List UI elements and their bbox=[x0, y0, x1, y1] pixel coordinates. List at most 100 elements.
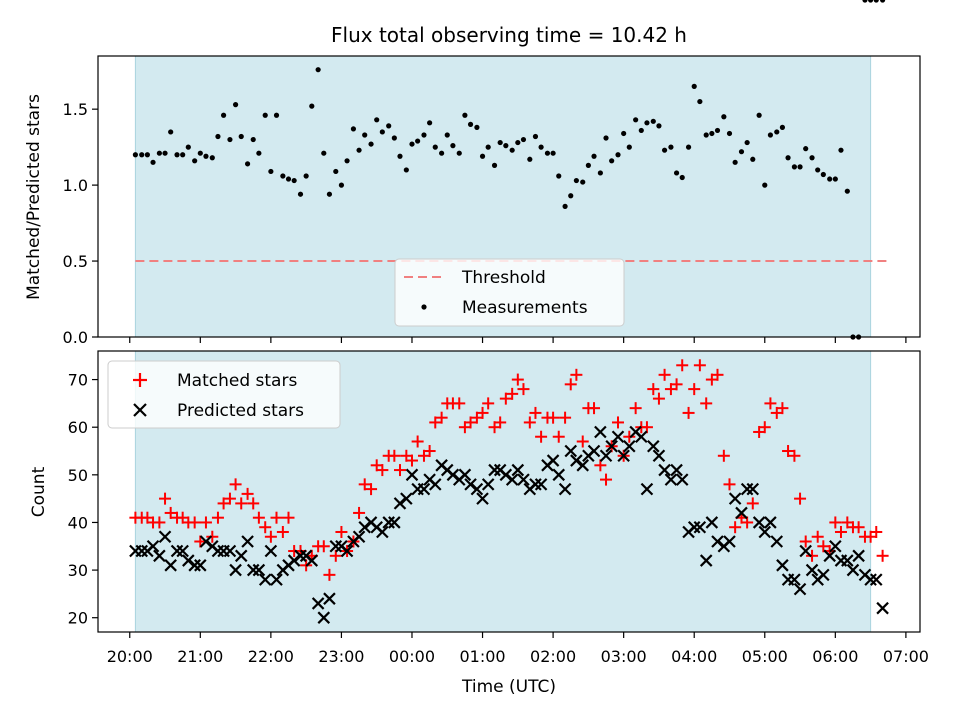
measurement-point bbox=[668, 144, 674, 150]
legend-predicted-marker bbox=[133, 403, 147, 417]
predicted-star-point bbox=[294, 549, 307, 563]
predicted-star-point bbox=[188, 559, 201, 572]
matched-star-point bbox=[876, 549, 889, 562]
predicted-star-point bbox=[400, 492, 413, 505]
measurement-point bbox=[779, 124, 786, 130]
legend-measurements-label: Measurements bbox=[462, 298, 588, 318]
matched-star-point bbox=[358, 478, 371, 491]
matched-star-point bbox=[241, 487, 254, 500]
measurement-point bbox=[597, 170, 603, 176]
predicted-star-point bbox=[587, 444, 601, 458]
measurement-point bbox=[609, 158, 615, 164]
measurement-point bbox=[185, 144, 191, 150]
matched-star-point bbox=[794, 492, 807, 505]
measurement-point bbox=[591, 153, 597, 159]
matched-star-point bbox=[529, 406, 542, 419]
measurement-point bbox=[756, 112, 762, 118]
predicted-star-point bbox=[552, 468, 566, 482]
matched-star-point bbox=[494, 416, 507, 429]
measurement-point bbox=[868, 0, 874, 3]
matched-star-point bbox=[482, 397, 495, 410]
matched-star-point bbox=[758, 421, 771, 434]
predicted-star-point bbox=[570, 454, 583, 467]
matched-star-point bbox=[788, 449, 801, 462]
legend-predicted-label: Predicted stars bbox=[177, 401, 304, 421]
predicted-star-point bbox=[511, 463, 525, 477]
measurement-point bbox=[644, 120, 650, 126]
matched-star-point bbox=[164, 506, 177, 519]
predicted-star-point bbox=[776, 559, 789, 572]
measurement-point bbox=[509, 147, 515, 153]
matched-star-point bbox=[711, 368, 724, 381]
measurement-point bbox=[556, 173, 562, 179]
matched-star-point bbox=[499, 392, 512, 405]
predicted-star-point bbox=[534, 478, 548, 491]
matched-star-point bbox=[623, 430, 636, 443]
x-tick-label: 20:00 bbox=[107, 647, 153, 666]
matched-star-point bbox=[600, 473, 613, 486]
top-legend: Threshold Measurements bbox=[394, 258, 625, 327]
measurement-point bbox=[409, 141, 415, 147]
measurement-point bbox=[303, 173, 309, 179]
measurement-point bbox=[585, 162, 591, 168]
matched-star-point bbox=[329, 549, 342, 562]
matched-star-point bbox=[723, 478, 736, 491]
measurement-point bbox=[356, 147, 362, 153]
measurement-point bbox=[532, 133, 539, 140]
matched-star-point bbox=[323, 568, 336, 581]
matched-star-point bbox=[629, 402, 642, 415]
matched-star-point bbox=[693, 359, 706, 372]
measurement-point bbox=[397, 153, 403, 159]
measurement-point bbox=[326, 191, 333, 197]
matched-star-point bbox=[247, 497, 260, 510]
matched-star-point bbox=[453, 397, 466, 410]
measurement-point bbox=[338, 182, 345, 188]
matched-star-point bbox=[547, 411, 560, 424]
predicted-star-point bbox=[305, 554, 319, 567]
predicted-star-point bbox=[640, 482, 654, 496]
measurement-point bbox=[880, 0, 886, 3]
matched-star-point bbox=[411, 435, 424, 448]
predicted-star-point bbox=[417, 482, 431, 496]
measurement-point bbox=[344, 158, 350, 164]
matched-star-point bbox=[388, 449, 401, 462]
predicted-star-point bbox=[864, 573, 877, 586]
measurement-point bbox=[862, 0, 868, 3]
predicted-star-point bbox=[317, 611, 331, 624]
predicted-star-point bbox=[876, 601, 889, 615]
predicted-star-point bbox=[358, 520, 371, 534]
matched-star-point bbox=[817, 540, 830, 553]
predicted-star-point bbox=[446, 468, 460, 482]
matched-star-point bbox=[264, 530, 277, 543]
predicted-star-point bbox=[758, 525, 772, 539]
matched-star-point bbox=[206, 530, 219, 543]
predicted-star-point bbox=[199, 535, 213, 548]
measurement-point bbox=[386, 123, 392, 129]
legend-threshold-label: Threshold bbox=[461, 268, 546, 288]
measurement-point bbox=[544, 150, 551, 156]
top-y-tick-label: 0.0 bbox=[63, 328, 88, 347]
measurement-point bbox=[456, 150, 462, 156]
measurement-point bbox=[491, 162, 498, 168]
measurement-point bbox=[291, 177, 297, 184]
measurement-point bbox=[209, 155, 215, 161]
predicted-star-point bbox=[352, 530, 366, 544]
matched-star-point bbox=[782, 445, 795, 458]
predicted-star-point bbox=[770, 535, 784, 548]
predicted-star-point bbox=[170, 544, 184, 558]
x-tick-label: 21:00 bbox=[177, 647, 223, 666]
measurement-point bbox=[520, 136, 527, 143]
predicted-star-point bbox=[635, 430, 648, 444]
top-y-tick-label: 1.0 bbox=[63, 176, 88, 195]
measurement-point bbox=[803, 146, 809, 152]
measurement-point bbox=[774, 129, 780, 135]
measurement-point bbox=[873, 0, 879, 3]
predicted-star-point bbox=[564, 444, 578, 458]
matched-star-point bbox=[211, 511, 224, 524]
measurement-point bbox=[350, 126, 357, 132]
measurement-point bbox=[580, 179, 586, 185]
predicted-star-point bbox=[793, 582, 807, 596]
x-tick-label: 22:00 bbox=[248, 647, 294, 666]
predicted-star-point bbox=[258, 573, 272, 586]
